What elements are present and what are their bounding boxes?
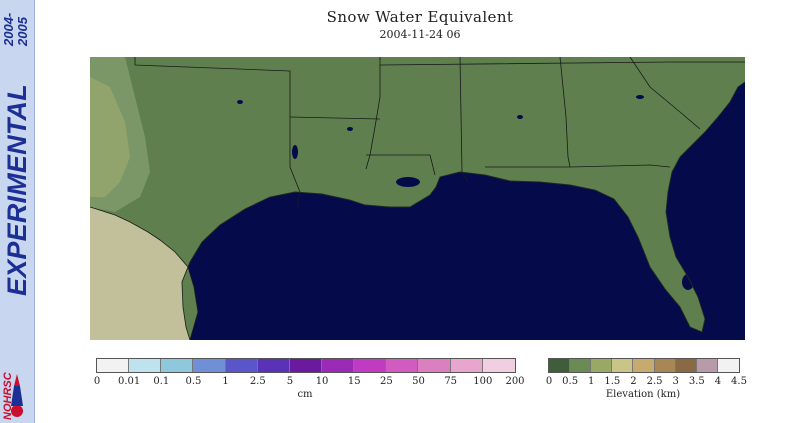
- snow-tick-7: 10: [315, 376, 329, 387]
- snow-swatch-0: [97, 359, 130, 372]
- elevation-swatch-2: [591, 359, 613, 372]
- lakes: [237, 95, 694, 290]
- border-al-ga: [559, 57, 571, 168]
- snow-tick-12: 100: [473, 376, 493, 387]
- snow-tick-11: 75: [444, 376, 458, 387]
- snow-swatch-10: [418, 359, 451, 372]
- mexico-land: [90, 207, 198, 340]
- elevation-unit-label: Elevation (km): [605, 389, 681, 400]
- lake-okeechobee: [682, 274, 694, 290]
- border-fl-north: [485, 164, 671, 168]
- elevation-tick-0: 0: [545, 376, 553, 387]
- elevation-swatch-0: [549, 359, 571, 372]
- elevation-tick-8: 4: [714, 376, 722, 387]
- experimental-label: EXPERIMENTAL: [2, 84, 32, 296]
- elevation-tick-1: 0.5: [562, 376, 579, 387]
- snow-tick-6: 5: [286, 376, 294, 387]
- snow-tick-9: 25: [380, 376, 393, 387]
- coastline: [181, 81, 745, 340]
- snow-swatch-2: [161, 359, 194, 372]
- lake-pontchartrain: [396, 177, 420, 187]
- state-borders: [90, 57, 745, 340]
- elevation-swatch-5: [654, 359, 676, 372]
- snow-swatch-11: [450, 359, 483, 372]
- border-ok-tx: [134, 57, 291, 97]
- snow-tick-10: 50: [412, 376, 425, 387]
- lake-3: [517, 115, 523, 119]
- elevation-tick-4: 2: [630, 376, 637, 387]
- elevation-tick-6: 3: [672, 376, 679, 387]
- snow-unit-label: cm: [297, 389, 313, 400]
- logo-text: NOHRSC: [2, 372, 14, 420]
- snow-swatch-6: [289, 359, 322, 372]
- border-ar-la: [289, 116, 381, 120]
- elevation-swatch-1: [570, 359, 592, 372]
- border-la-ms: [366, 154, 436, 176]
- snow-swatch-12: [482, 359, 515, 372]
- sidebar-banner: 2004- 2005 EXPERIMENTAL NOHRSC: [0, 0, 35, 423]
- border-ga-sc: [629, 57, 701, 130]
- snow-swatch-7: [321, 359, 355, 372]
- snow-swatch-1: [129, 359, 162, 372]
- lake-2: [347, 127, 353, 131]
- snow-swatch-3: [193, 359, 226, 372]
- elevation-tick-2: 1: [588, 376, 595, 387]
- border-us-mexico: [90, 206, 199, 340]
- border-tx-la: [289, 97, 301, 208]
- elevation-swatch-8: [717, 359, 739, 372]
- snow-water-map: [90, 57, 745, 340]
- snow-swatch-5: [257, 359, 290, 372]
- elevation-tick-5: 2.5: [646, 376, 663, 387]
- snow-swatch-4: [225, 359, 258, 372]
- snow-tick-3: 0.5: [185, 376, 202, 387]
- snow-tick-0: 0: [93, 376, 101, 387]
- map-title: Snow Water Equivalent: [326, 8, 514, 26]
- elevation-swatch-6: [675, 359, 697, 372]
- snow-tick-13: 200: [505, 376, 525, 387]
- texas-highland-light: [90, 77, 130, 197]
- snow-tick-8: 15: [347, 376, 361, 387]
- snow-tick-1: 0.01: [118, 376, 141, 387]
- snow-colorbar: [96, 358, 516, 373]
- elevation-tick-3: 1.5: [604, 376, 621, 387]
- snow-tick-5: 2.5: [249, 376, 266, 387]
- border-tn: [379, 61, 745, 66]
- elevation-tick-7: 3.5: [688, 376, 705, 387]
- elevation-swatch-4: [633, 359, 655, 372]
- elevation-tick-9: 4.5: [731, 376, 747, 387]
- elevation-swatch-3: [612, 359, 634, 372]
- lake-4: [636, 95, 644, 99]
- us-land: [90, 57, 745, 340]
- snow-swatch-9: [386, 359, 419, 372]
- map-date: 2004-11-24 06: [379, 28, 461, 41]
- elevation-colorbar: [548, 358, 740, 373]
- nohrsc-logo-icon: [11, 374, 23, 417]
- toledo-bend: [292, 145, 298, 159]
- snow-tick-4: 1: [222, 376, 229, 387]
- elevation-swatch-7: [696, 359, 718, 372]
- border-ms-river: [365, 57, 381, 170]
- lake-1: [237, 100, 243, 104]
- snow-tick-2: 0.1: [153, 376, 170, 387]
- snow-swatch-8: [354, 359, 387, 372]
